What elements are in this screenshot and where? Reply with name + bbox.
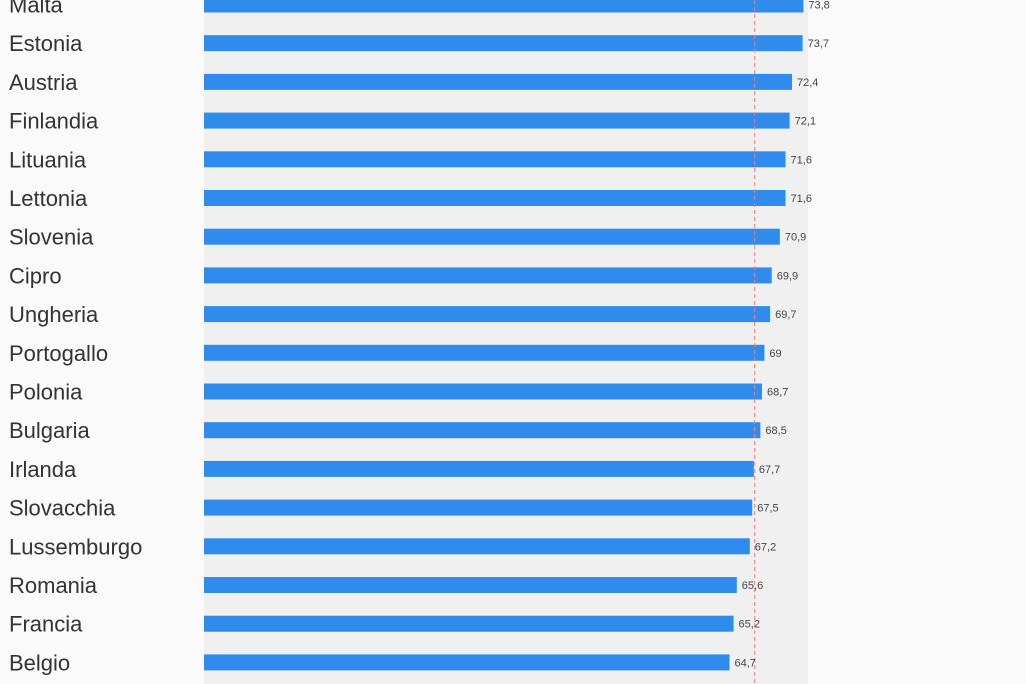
bar-finlandia xyxy=(204,112,790,129)
bar-malta xyxy=(204,0,804,13)
category-label-malta: Malta xyxy=(9,0,64,18)
bar-slovacchia xyxy=(204,499,753,516)
category-label-estonia: Estonia xyxy=(9,31,83,56)
value-labels: 73,8 73,7 72,4 72,1 71,6 71,6 70,9 69,9 69,7 69 68… xyxy=(734,0,829,669)
value-label-belgio: 64,7 xyxy=(734,657,755,669)
value-label-lettonia: 71,6 xyxy=(791,193,812,205)
category-label-polonia: Polonia xyxy=(9,380,83,405)
value-label-finlandia: 72,1 xyxy=(795,116,816,128)
bar-irlanda xyxy=(204,460,754,477)
value-label-malta: 73,8 xyxy=(808,0,829,12)
category-labels: Malta Estonia Austria Finlandia Lituania Lett… xyxy=(9,0,142,675)
value-label-slovenia: 70,9 xyxy=(785,232,806,244)
category-label-cipro: Cipro xyxy=(9,263,62,288)
bars-group xyxy=(204,0,804,671)
category-label-irlanda: Irlanda xyxy=(9,457,77,482)
value-label-romania: 65,6 xyxy=(742,580,763,592)
bar-lussemburgo xyxy=(204,538,750,555)
category-label-finlandia: Finlandia xyxy=(9,109,99,134)
category-label-portogallo: Portogallo xyxy=(9,341,108,366)
bar-belgio xyxy=(204,654,730,671)
bar-lituania xyxy=(204,151,786,168)
value-label-lussemburgo: 67,2 xyxy=(755,541,776,553)
category-label-francia: Francia xyxy=(9,612,83,637)
value-label-irlanda: 67,7 xyxy=(759,464,780,476)
value-label-cipro: 69,9 xyxy=(777,270,798,282)
bar-slovenia xyxy=(204,228,780,245)
bar-polonia xyxy=(204,383,762,400)
category-label-ungheria: Ungheria xyxy=(9,302,99,327)
value-label-slovacchia: 67,5 xyxy=(757,503,778,515)
category-label-lussemburgo: Lussemburgo xyxy=(9,534,142,559)
bar-ungheria xyxy=(204,306,771,323)
bar-portogallo xyxy=(204,344,765,361)
value-label-lituania: 71,6 xyxy=(791,154,812,166)
value-label-estonia: 73,7 xyxy=(808,38,829,50)
bar-francia xyxy=(204,615,734,632)
category-label-lituania: Lituania xyxy=(9,147,87,172)
value-label-francia: 65,2 xyxy=(739,619,760,631)
bar-austria xyxy=(204,73,793,90)
value-label-bulgaria: 68,5 xyxy=(765,425,786,437)
category-label-lettonia: Lettonia xyxy=(9,186,88,211)
value-label-portogallo: 69 xyxy=(769,348,781,360)
category-label-slovenia: Slovenia xyxy=(9,225,94,250)
value-label-austria: 72,4 xyxy=(797,77,818,89)
value-label-ungheria: 69,7 xyxy=(775,309,796,321)
value-label-polonia: 68,7 xyxy=(767,387,788,399)
category-label-romania: Romania xyxy=(9,573,98,598)
category-label-slovacchia: Slovacchia xyxy=(9,496,116,521)
category-label-bulgaria: Bulgaria xyxy=(9,418,90,443)
bar-lettonia xyxy=(204,190,786,206)
bar-cipro xyxy=(204,267,772,284)
category-label-belgio: Belgio xyxy=(9,650,70,675)
category-label-austria: Austria xyxy=(9,70,78,95)
bar-romania xyxy=(204,577,737,593)
bar-bulgaria xyxy=(204,422,761,439)
bar-estonia xyxy=(204,35,803,52)
